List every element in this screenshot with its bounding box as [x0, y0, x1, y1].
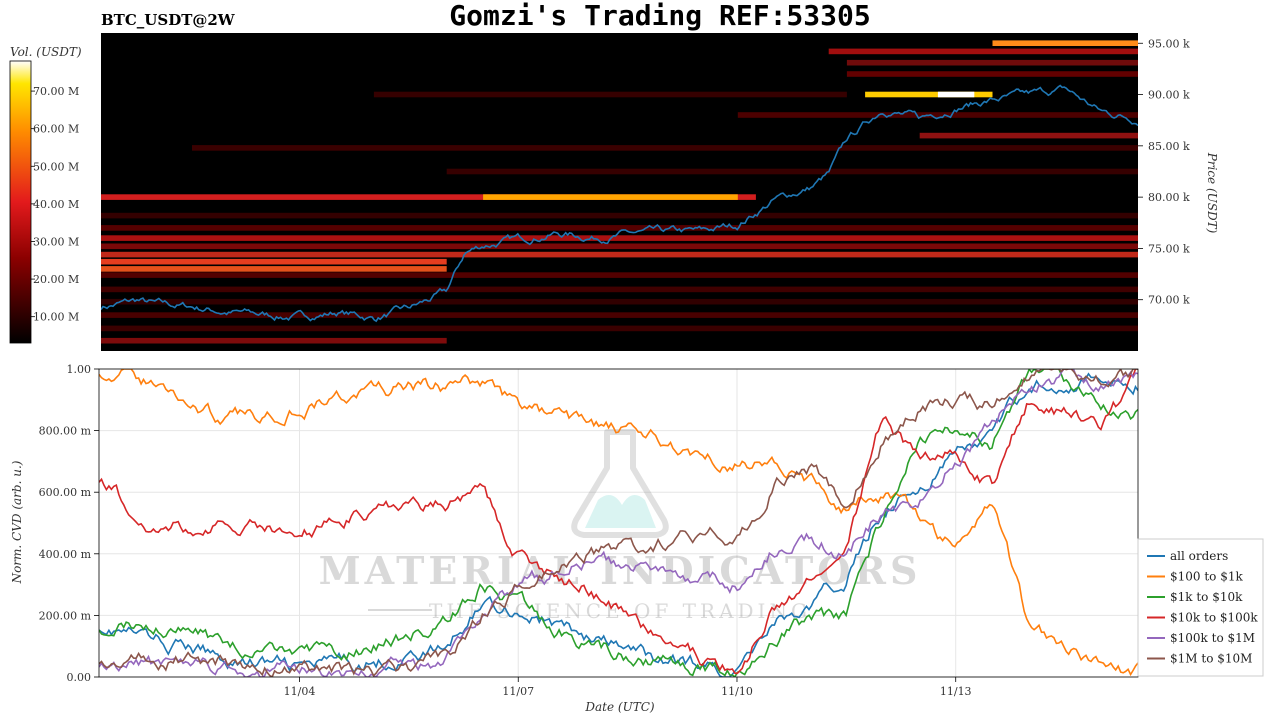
- heatmap-band: [101, 266, 447, 272]
- heatmap-band: [992, 40, 1138, 46]
- price-series-line: [101, 84, 1138, 323]
- heatmap-band: [446, 168, 1138, 175]
- heatmap-band: [192, 145, 1138, 151]
- heatmap-band: [483, 194, 738, 200]
- colorbar-label: Vol. (USDT): [10, 45, 82, 59]
- cvd-series-all-orders: [99, 372, 1138, 677]
- heatmap-band: [101, 258, 447, 265]
- heatmap-band: [101, 194, 756, 200]
- colorbar-gradient: [9, 60, 32, 344]
- price-axis: 70.00 k 75.00 k 80.00 k 85.00 k 90.00 k 95.00…: [1138, 37, 1190, 307]
- heatmap-band: [737, 112, 1138, 118]
- colorbar-tick-label: 30.00 M: [33, 235, 79, 248]
- legend-label: $1M to $10M: [1170, 652, 1252, 666]
- heatmap-band: [101, 337, 447, 344]
- price-tick-label: 85.00 k: [1148, 140, 1190, 153]
- cvd-x-tick-label: 11/04: [284, 685, 316, 698]
- cvd-x-tick-label: 11/13: [940, 685, 972, 698]
- heatmap-band: [101, 312, 1138, 318]
- heatmap-band: [101, 325, 1138, 332]
- cvd-series--100-to-1k: [99, 369, 1138, 677]
- heatmap-cells: [101, 40, 1138, 344]
- colorbar: Vol. (USDT) 10.00 M 20.00 M 30.00 M 40.00 M…: [9, 45, 82, 344]
- cvd-y-tick-label: 0.00: [67, 671, 92, 684]
- heatmap-band: [101, 225, 1138, 231]
- price-tick-label: 90.00 k: [1148, 89, 1190, 102]
- colorbar-tick-label: 50.00 M: [33, 160, 79, 173]
- legend-items: all orders $100 to $1k $1k to $10k $10k to …: [1147, 549, 1258, 666]
- legend-label: $1k to $10k: [1170, 590, 1243, 604]
- heatmap-band: [101, 298, 1138, 305]
- colorbar-tick-label: 20.00 M: [33, 273, 79, 286]
- heatmap-band: [101, 243, 1138, 250]
- legend-label: $10k to $100k: [1170, 611, 1258, 625]
- heatmap-band: [919, 132, 1138, 139]
- cvd-x-tick-label: 11/10: [721, 685, 753, 698]
- cvd-y-tick-label: 600.00 m: [39, 486, 92, 499]
- colorbar-tick-label: 60.00 M: [33, 123, 79, 136]
- cvd-x-tick-label: 11/07: [502, 685, 534, 698]
- flask-liquid: [585, 495, 656, 528]
- cvd-x-axis: 11/04 11/07 11/10 11/13: [284, 677, 972, 698]
- watermark: MATERIAL INDICATORS THE SCIENCE OF TRADI…: [319, 429, 922, 623]
- legend-label: $100 to $1k: [1170, 570, 1243, 584]
- cvd-y-tick-label: 1.00: [67, 363, 92, 376]
- heatmap-band: [373, 91, 847, 98]
- heatmap-band: [101, 212, 1138, 219]
- cvd-background: [99, 369, 1138, 677]
- price-tick-label: 80.00 k: [1148, 191, 1190, 204]
- colorbar-tick-label: 70.00 M: [33, 85, 79, 98]
- cvd-series--100k-to-1m: [99, 369, 1138, 677]
- heatmap-background: [101, 33, 1138, 351]
- cvd-panel: MATERIAL INDICATORS THE SCIENCE OF TRADI…: [10, 363, 1139, 714]
- cvd-series--10k-to-100k: [99, 369, 1138, 675]
- cvd-y-tick-label: 200.00 m: [39, 609, 92, 622]
- legend-box: [1137, 538, 1264, 677]
- cvd-y-axis: 0.00 200.00 m 400.00 m 600.00 m 800.00 m 1.00: [39, 363, 99, 684]
- colorbar-ticks: 10.00 M 20.00 M 30.00 M 40.00 M 50.00 M 60.00…: [31, 85, 79, 324]
- heatmap-band: [865, 91, 993, 98]
- heatmap-band: [846, 59, 1138, 66]
- watermark-brand: MATERIAL INDICATORS: [319, 548, 922, 593]
- heatmap-band: [101, 235, 1138, 241]
- heatmap-band: [101, 272, 1138, 278]
- heatmap-band: [828, 48, 1138, 55]
- cvd-y-tick-label: 800.00 m: [39, 425, 92, 438]
- price-tick-label: 95.00 k: [1148, 37, 1190, 50]
- legend-label: $100k to $1M: [1170, 631, 1255, 645]
- heatmap-band: [101, 251, 1138, 258]
- pair-label: BTC_USDT@2W: [101, 11, 236, 29]
- cvd-y-axis-label: Norm. CVD (arb. u.): [10, 460, 24, 584]
- flask-icon: [571, 429, 669, 538]
- price-tick-label: 70.00 k: [1148, 294, 1190, 307]
- legend: all orders $100 to $1k $1k to $10k $10k to …: [1137, 538, 1264, 677]
- heatmap-band: [846, 71, 1138, 77]
- cvd-series--1k-to-10k: [99, 369, 1138, 677]
- cvd-y-tick-label: 400.00 m: [39, 548, 92, 561]
- chart-title: Gomzi's Trading REF:53305: [449, 0, 870, 32]
- heatmap-panel: 70.00 k 75.00 k 80.00 k 85.00 k 90.00 k 95.00…: [101, 33, 1219, 351]
- heatmap-band: [101, 286, 1138, 293]
- cvd-frame: [98, 368, 1139, 678]
- colorbar-tick-label: 40.00 M: [33, 198, 79, 211]
- watermark-tagline: THE SCIENCE OF TRADING: [429, 599, 811, 623]
- legend-label: all orders: [1170, 549, 1228, 563]
- cvd-x-axis-label: Date (UTC): [584, 700, 654, 714]
- heatmap-band: [937, 91, 975, 98]
- price-tick-label: 75.00 k: [1148, 242, 1190, 255]
- price-axis-label: Price (USDT): [1205, 152, 1219, 234]
- colorbar-tick-label: 10.00 M: [33, 311, 79, 324]
